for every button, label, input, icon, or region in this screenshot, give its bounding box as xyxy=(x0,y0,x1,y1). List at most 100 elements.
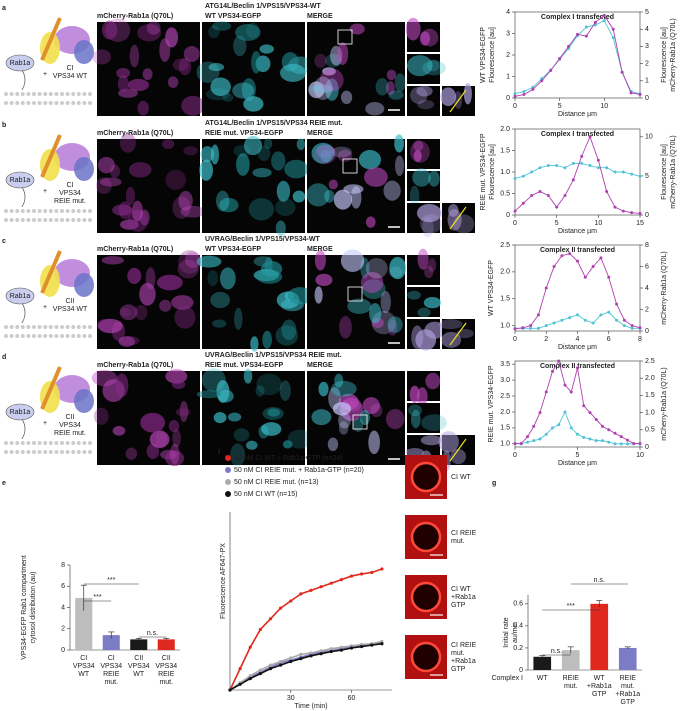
kinetic-point xyxy=(258,627,262,632)
profile-point xyxy=(552,321,556,325)
y-axis-label: cytosol distribution (au) xyxy=(30,572,37,644)
profile-point xyxy=(513,327,517,331)
row-title: UVRAG/Beclin 1/VPS15/VPS34 REIE mut. xyxy=(205,352,342,359)
cell xyxy=(139,282,156,306)
cell xyxy=(424,321,446,339)
x-tick-label: CI xyxy=(80,655,87,662)
complex-part xyxy=(74,389,94,413)
cell xyxy=(178,190,193,211)
cell xyxy=(256,373,282,396)
x-tick-label: 10 xyxy=(600,103,608,110)
legend-label: 50 nM CI WT + Rab1a-GTP (n=24) xyxy=(234,455,343,462)
lipid xyxy=(43,441,48,445)
kinetic-point xyxy=(329,581,333,585)
cell xyxy=(216,190,230,212)
cell xyxy=(359,410,370,426)
lipid xyxy=(4,101,8,105)
cell xyxy=(212,21,232,31)
profile-point xyxy=(557,423,561,427)
cell xyxy=(101,20,118,40)
cell xyxy=(213,412,227,424)
lipid xyxy=(82,101,87,105)
profile-point xyxy=(638,174,642,178)
complex-label: VPS34 xyxy=(59,190,81,197)
cell xyxy=(255,385,265,397)
panel-letter: a xyxy=(2,5,6,12)
micrograph xyxy=(307,22,405,116)
x-tick-label: VPS34 xyxy=(73,663,95,670)
kinetic-point xyxy=(248,677,252,681)
cell xyxy=(385,408,405,430)
y2-tick-label: 1 xyxy=(645,78,649,85)
channel-label: WT VPS34-EGFP xyxy=(205,246,261,253)
cell xyxy=(241,78,256,101)
profile-point xyxy=(555,164,559,168)
y2-axis-label: mCherry-Rab1a (Q70L) xyxy=(661,251,668,325)
lipid xyxy=(65,441,70,445)
y-tick-label: 3.5 xyxy=(500,361,510,368)
profile-point xyxy=(594,417,598,421)
cell xyxy=(416,203,442,223)
profile-point xyxy=(530,193,534,197)
cell xyxy=(276,180,291,202)
panel-letter: e xyxy=(2,480,6,487)
lipid xyxy=(26,450,31,454)
cell xyxy=(262,330,272,349)
profile-point xyxy=(607,275,611,279)
lipid xyxy=(4,450,8,454)
lipid xyxy=(88,334,92,338)
line-profile xyxy=(449,89,467,113)
kinetic-point xyxy=(370,643,374,647)
profile-point xyxy=(522,93,526,97)
cell xyxy=(405,448,425,457)
profile-point xyxy=(584,34,588,38)
x-tick-label: WT xyxy=(133,671,145,678)
x-tick-label: VPS34 xyxy=(100,663,122,670)
cell xyxy=(161,139,175,150)
cell xyxy=(165,450,185,467)
profile-point xyxy=(560,318,564,322)
lipid xyxy=(82,218,87,222)
cell xyxy=(410,86,428,104)
y-axis-label: Fluorescence AF647-PX xyxy=(220,543,227,619)
complex-arm xyxy=(40,17,62,61)
lipid xyxy=(4,209,8,213)
cell xyxy=(109,164,120,178)
cell xyxy=(315,273,333,287)
profile-point xyxy=(613,205,617,209)
x-tick-label: 30 xyxy=(287,695,295,702)
x-tick-label: REIE xyxy=(103,671,120,678)
kinetic-point xyxy=(279,659,283,664)
cell xyxy=(313,76,333,100)
x-tick-label: 60 xyxy=(348,695,356,702)
cell xyxy=(200,146,215,163)
x-tick-label: 4 xyxy=(576,336,580,343)
cell xyxy=(275,220,286,237)
lipid xyxy=(76,325,81,329)
lipid xyxy=(15,441,20,445)
profile-point xyxy=(544,286,548,290)
lipid xyxy=(60,92,64,96)
kinetic-point xyxy=(319,649,323,653)
profile-point xyxy=(544,324,548,328)
cell xyxy=(246,440,258,450)
cell xyxy=(98,318,123,334)
cell xyxy=(324,189,335,203)
x-tick-label: VPS34 xyxy=(155,663,177,670)
cell xyxy=(405,17,421,41)
cell xyxy=(256,269,283,284)
lipid xyxy=(37,325,42,329)
x-tick-label: 0 xyxy=(513,336,517,343)
kinetic-point xyxy=(299,652,303,657)
lipid xyxy=(88,325,92,329)
cell xyxy=(259,44,274,54)
cell xyxy=(181,95,205,116)
cell xyxy=(128,162,152,178)
profile-point xyxy=(549,68,553,72)
profile-point xyxy=(619,435,623,439)
cell xyxy=(140,412,166,433)
lipid xyxy=(26,218,31,222)
y-tick-label: 2 xyxy=(506,52,510,59)
y-axis-label: WT VPS34-EGFP xyxy=(480,27,487,83)
x-tick-label: 8 xyxy=(638,336,642,343)
